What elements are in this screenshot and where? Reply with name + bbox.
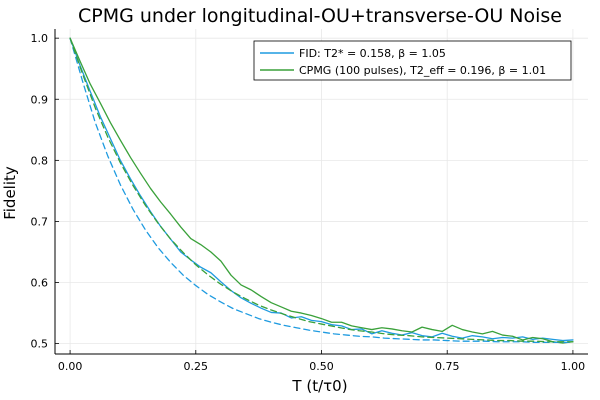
- legend: FID: T2* = 0.158, β = 1.05 CPMG (100 pul…: [253, 40, 572, 81]
- x-tick-label: 1.00: [561, 360, 586, 373]
- chart-title: CPMG under longitudinal-OU+transverse-OU…: [78, 5, 562, 27]
- y-tick-label: 0.6: [31, 277, 49, 290]
- y-tick-label: 0.5: [31, 338, 49, 351]
- x-axis-label: T (t/τ0): [291, 377, 347, 395]
- y-tick-label: 1.0: [31, 32, 49, 45]
- series-group: [69, 37, 574, 344]
- legend-box: [253, 40, 572, 81]
- cpmg-fit-dashed-line: [69, 37, 574, 343]
- x-tick-label: 0.25: [184, 360, 209, 373]
- y-tick-label: 0.7: [31, 215, 49, 228]
- y-axis-label: Fidelity: [1, 166, 19, 220]
- fid-fit-dashed-line: [69, 37, 574, 344]
- cpmg-series-line: [69, 37, 574, 344]
- legend-entry-fid: FID: T2* = 0.158, β = 1.05: [299, 47, 446, 60]
- grid: [55, 29, 588, 354]
- fid-series-line: [69, 37, 574, 342]
- y-tick-label: 0.8: [31, 154, 49, 167]
- x-tick-label: 0.00: [58, 360, 83, 373]
- y-tick-label: 0.9: [31, 93, 49, 106]
- x-tick-label: 0.50: [309, 360, 334, 373]
- axes: [54, 29, 588, 355]
- x-tick-label: 0.75: [435, 360, 460, 373]
- legend-entry-cpmg: CPMG (100 pulses), T2_eff = 0.196, β = 1…: [299, 64, 546, 77]
- tick-labels: 0.00 0.25 0.50 0.75 1.00 0.5 0.6 0.7 0.8 0.9 1.0: [31, 32, 586, 373]
